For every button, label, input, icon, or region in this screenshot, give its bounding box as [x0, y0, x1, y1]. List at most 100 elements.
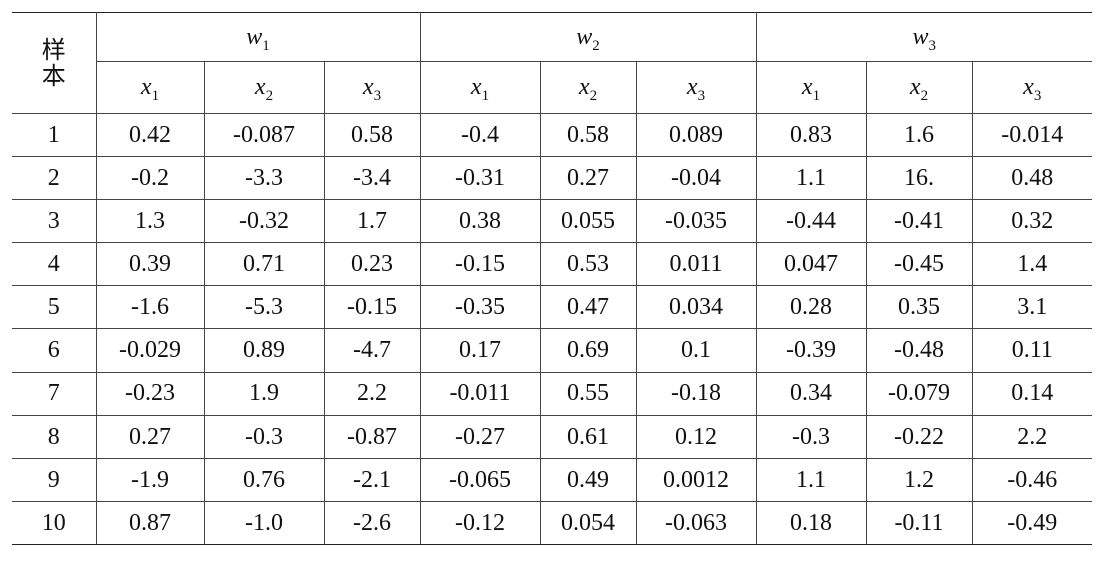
- feature-symbol: x: [470, 74, 482, 101]
- value-cell: -0.27: [419, 414, 541, 459]
- feature-symbol: x: [909, 74, 921, 101]
- value-cell: -3.4: [323, 156, 421, 201]
- feature-symbol: x: [254, 74, 266, 101]
- value-cell: -0.23: [95, 371, 205, 416]
- value-cell: -2.6: [323, 500, 421, 545]
- sample-number-cell: 1: [12, 112, 97, 158]
- value-cell: -0.4: [419, 112, 541, 158]
- value-cell: 0.76: [203, 457, 325, 502]
- value-cell: -4.7: [323, 328, 421, 373]
- table-row: 8 0.27 -0.3 -0.87 -0.27 0.61 0.12 -0.3 -0.22 2.2: [12, 414, 1093, 459]
- value-cell: 0.27: [539, 156, 637, 201]
- value-cell: 0.055: [539, 199, 637, 244]
- value-cell: 0.23: [323, 242, 421, 287]
- value-cell: 0.48: [971, 156, 1093, 201]
- value-cell: 2.2: [323, 371, 421, 416]
- table-row: 7 -0.23 1.9 2.2 -0.011 0.55 -0.18 0.34 -0.079 0.1…: [12, 371, 1093, 416]
- feature-symbol: x: [140, 74, 152, 101]
- table-row: 10 0.87 -1.0 -2.6 -0.12 0.054 -0.063 0.18 -0.11-…: [12, 500, 1093, 545]
- value-cell: -2.1: [323, 457, 421, 502]
- sample-number-cell: 10: [12, 500, 97, 545]
- value-cell: 0.89: [203, 328, 325, 373]
- value-cell: 0.71: [203, 242, 325, 287]
- value-cell: -0.04: [635, 156, 757, 201]
- table-row: 3 1.3 -0.32 1.7 0.38 0.055 -0.035 -0.44 -0.41 0.3…: [12, 199, 1093, 244]
- class-index: 3: [928, 37, 937, 54]
- value-cell: -0.45: [865, 242, 973, 287]
- value-cell: 1.1: [755, 156, 867, 201]
- value-cell: 0.38: [419, 199, 541, 244]
- value-cell: -0.48: [865, 328, 973, 373]
- feature-index: 1: [151, 88, 160, 105]
- value-cell: -0.35: [419, 285, 541, 330]
- value-cell: -0.2: [95, 156, 205, 201]
- value-cell: -0.46: [971, 457, 1093, 502]
- feature-symbol: x: [578, 74, 590, 101]
- table-row: 5 -1.6 -5.3 -0.15 -0.35 0.47 0.034 0.28 0.35 3.1: [12, 285, 1093, 330]
- class-index: 1: [262, 37, 270, 54]
- value-cell: 0.011: [635, 242, 757, 287]
- sample-number-cell: 7: [12, 371, 97, 416]
- table-row: 2 -0.2 -3.3 -3.4 -0.31 0.27 -0.04 1.1 16. 0.48: [12, 156, 1093, 201]
- feature-symbol: x: [1023, 74, 1034, 101]
- feature-index: 2: [589, 88, 598, 105]
- value-cell: -0.065: [419, 457, 541, 502]
- feature-header-w3-x2: x2: [865, 61, 973, 114]
- value-cell: -0.063: [635, 500, 757, 545]
- value-cell: 0.047: [755, 242, 867, 287]
- sample-number-cell: 4: [12, 242, 97, 287]
- feature-index: 3: [373, 88, 382, 105]
- value-cell: -0.12: [419, 500, 541, 545]
- value-cell: 1.9: [203, 371, 325, 416]
- value-cell: 1.6: [865, 112, 973, 158]
- value-cell: 16.: [865, 156, 973, 201]
- feature-header-w1-x2: x2: [203, 61, 325, 114]
- value-cell: 0.28: [755, 285, 867, 330]
- value-cell: 0.054: [539, 500, 637, 545]
- feature-index: 2: [920, 88, 929, 105]
- value-cell: 0.089: [635, 112, 757, 158]
- feature-header-row: x1 x2 x3 x1 x2 x3 x1 x2 x3: [12, 61, 1093, 114]
- value-cell: -0.15: [323, 285, 421, 330]
- value-cell: -0.31: [419, 156, 541, 201]
- feature-header-w3-x1: x1: [755, 61, 867, 114]
- feature-header-w2-x1: x1: [419, 61, 541, 114]
- sample-number-cell: 6: [12, 328, 97, 373]
- value-cell: 0.83: [755, 112, 867, 158]
- feature-header-w2-x3: x3: [635, 61, 757, 114]
- class-symbol: w: [246, 23, 263, 50]
- value-cell: 0.47: [539, 285, 637, 330]
- feature-index: 3: [1033, 88, 1042, 105]
- value-cell: 1.7: [323, 199, 421, 244]
- value-cell: 0.11: [971, 328, 1093, 373]
- value-cell: -0.014: [971, 112, 1093, 158]
- value-cell: 2.2: [971, 414, 1093, 459]
- corner-label-bottom: 本: [41, 62, 66, 90]
- sample-data-table: 样 本 w1 w2 w3 x1 x2 x3 x1 x2 x3 x1 x2 x3 1 0.42 -0.…: [12, 12, 1093, 545]
- value-cell: -0.11: [865, 500, 973, 545]
- table-body: 1 0.42 -0.087 0.58 -0.4 0.58 0.089 0.83 1.6 -0.01…: [12, 112, 1093, 545]
- feature-header-w3-x3: x3: [971, 61, 1093, 114]
- class-symbol: w: [576, 23, 593, 50]
- value-cell: -0.41: [865, 199, 973, 244]
- value-cell: 0.53: [539, 242, 637, 287]
- class-header-w2: w2: [419, 12, 757, 62]
- table-row: 1 0.42 -0.087 0.58 -0.4 0.58 0.089 0.83 1.6 -0.01…: [12, 112, 1093, 158]
- table-row: 9 -1.9 0.76 -2.1 -0.065 0.49 0.0012 1.1 1.2 -0.46: [12, 457, 1093, 502]
- value-cell: 0.0012: [635, 457, 757, 502]
- class-header-w3: w3: [755, 12, 1093, 62]
- feature-index: 2: [265, 88, 274, 105]
- value-cell: 1.4: [971, 242, 1093, 287]
- feature-index: 1: [481, 88, 490, 105]
- value-cell: -0.079: [865, 371, 973, 416]
- class-symbol: w: [912, 23, 929, 50]
- value-cell: 0.34: [755, 371, 867, 416]
- sample-number-cell: 9: [12, 457, 97, 502]
- value-cell: -1.0: [203, 500, 325, 545]
- feature-symbol: x: [801, 74, 813, 101]
- value-cell: -3.3: [203, 156, 325, 201]
- value-cell: 1.3: [95, 199, 205, 244]
- feature-header-w1-x3: x3: [323, 61, 421, 114]
- value-cell: -0.15: [419, 242, 541, 287]
- value-cell: -0.87: [323, 414, 421, 459]
